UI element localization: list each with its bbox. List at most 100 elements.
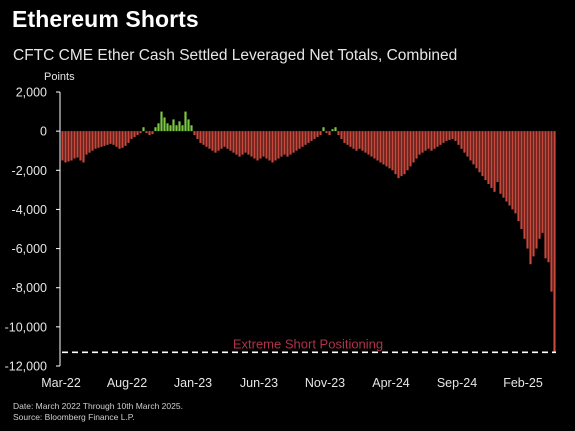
bar bbox=[433, 131, 436, 149]
bar bbox=[193, 131, 196, 136]
chart-subtitle: CFTC CME Ether Cash Settled Leveraged Ne… bbox=[13, 47, 458, 64]
bar bbox=[73, 131, 76, 159]
bar bbox=[328, 131, 331, 136]
bar bbox=[361, 131, 364, 151]
bar bbox=[130, 131, 133, 139]
bar bbox=[220, 131, 223, 149]
bar bbox=[313, 131, 316, 139]
bar bbox=[508, 131, 511, 206]
bar bbox=[511, 131, 514, 210]
bar bbox=[241, 131, 244, 155]
x-tick-label: Apr-24 bbox=[372, 376, 410, 390]
bar bbox=[418, 131, 421, 155]
bar bbox=[520, 131, 523, 229]
bar bbox=[118, 131, 121, 149]
bar bbox=[457, 131, 460, 145]
bar bbox=[346, 131, 349, 145]
bar bbox=[178, 121, 181, 132]
bar bbox=[379, 131, 382, 163]
bar bbox=[469, 131, 472, 161]
bar bbox=[166, 123, 169, 132]
bar bbox=[127, 131, 130, 143]
bar bbox=[229, 131, 232, 151]
bar bbox=[115, 131, 118, 147]
bar bbox=[541, 131, 544, 233]
bar bbox=[535, 131, 538, 249]
footnote-source: Source: Bloomberg Finance L.P. bbox=[13, 412, 135, 422]
bar bbox=[214, 131, 217, 153]
bar bbox=[436, 131, 439, 147]
bar bbox=[478, 131, 481, 173]
bar bbox=[442, 131, 445, 143]
x-tick-label: Nov-23 bbox=[305, 376, 345, 390]
x-tick-label: Jan-23 bbox=[174, 376, 212, 390]
bar bbox=[277, 131, 280, 159]
bar bbox=[157, 123, 160, 132]
bar bbox=[79, 131, 82, 161]
y-axis-ticks: 2,000 0 -2,000 -4,000 -6,000 -8,000 -10,000 -12… bbox=[5, 86, 60, 374]
bar bbox=[322, 127, 325, 132]
bar bbox=[238, 131, 241, 157]
bar bbox=[337, 131, 340, 136]
bar bbox=[526, 131, 529, 249]
bar bbox=[334, 127, 337, 132]
bar bbox=[301, 131, 304, 147]
bar bbox=[70, 131, 73, 161]
bar bbox=[286, 131, 289, 157]
bar bbox=[394, 131, 397, 175]
threshold-label: Extreme Short Positioning bbox=[233, 336, 383, 351]
bar bbox=[553, 131, 556, 353]
y-tick-label: -8,000 bbox=[12, 281, 47, 295]
bar bbox=[103, 131, 106, 146]
bar bbox=[397, 131, 400, 179]
bar bbox=[124, 131, 127, 146]
bar bbox=[517, 131, 520, 222]
bar bbox=[262, 131, 265, 157]
bar bbox=[484, 131, 487, 181]
x-tick-label: Jun-23 bbox=[240, 376, 278, 390]
bar bbox=[76, 131, 79, 158]
bar bbox=[316, 131, 319, 138]
bar bbox=[112, 131, 115, 145]
bar bbox=[307, 131, 310, 143]
bar bbox=[409, 131, 412, 167]
bar bbox=[514, 131, 517, 214]
bar bbox=[187, 119, 190, 132]
bar bbox=[154, 127, 157, 132]
bar bbox=[232, 131, 235, 153]
bar bbox=[544, 131, 547, 259]
bar bbox=[160, 111, 163, 132]
bar bbox=[352, 131, 355, 149]
bar bbox=[202, 131, 205, 145]
bar bbox=[475, 131, 478, 169]
bar bbox=[196, 131, 199, 139]
bar bbox=[460, 131, 463, 149]
bar bbox=[109, 131, 112, 144]
bar bbox=[268, 131, 271, 161]
bar bbox=[121, 131, 124, 148]
bar bbox=[424, 131, 427, 151]
bar bbox=[259, 131, 262, 159]
bar bbox=[199, 131, 202, 143]
bar bbox=[289, 131, 292, 155]
bar-series bbox=[61, 111, 556, 353]
bar bbox=[67, 131, 70, 162]
y-tick-label: 2,000 bbox=[16, 86, 47, 100]
x-tick-label: Feb-25 bbox=[503, 376, 543, 390]
x-axis-ticks: Mar-22 Aug-22 Jan-23 Jun-23 Nov-23 Apr-24 Sep-… bbox=[41, 376, 543, 390]
bar bbox=[190, 125, 193, 132]
bar bbox=[451, 131, 454, 139]
bar bbox=[343, 131, 346, 143]
bar bbox=[445, 131, 448, 141]
bar bbox=[487, 131, 490, 184]
bar bbox=[391, 131, 394, 171]
bar bbox=[319, 131, 322, 136]
y-tick-label: -4,000 bbox=[12, 203, 47, 217]
bar bbox=[217, 131, 220, 151]
bar bbox=[280, 131, 283, 157]
bar bbox=[355, 131, 358, 151]
bar bbox=[181, 125, 184, 132]
bar bbox=[223, 131, 226, 147]
bar bbox=[208, 131, 211, 149]
